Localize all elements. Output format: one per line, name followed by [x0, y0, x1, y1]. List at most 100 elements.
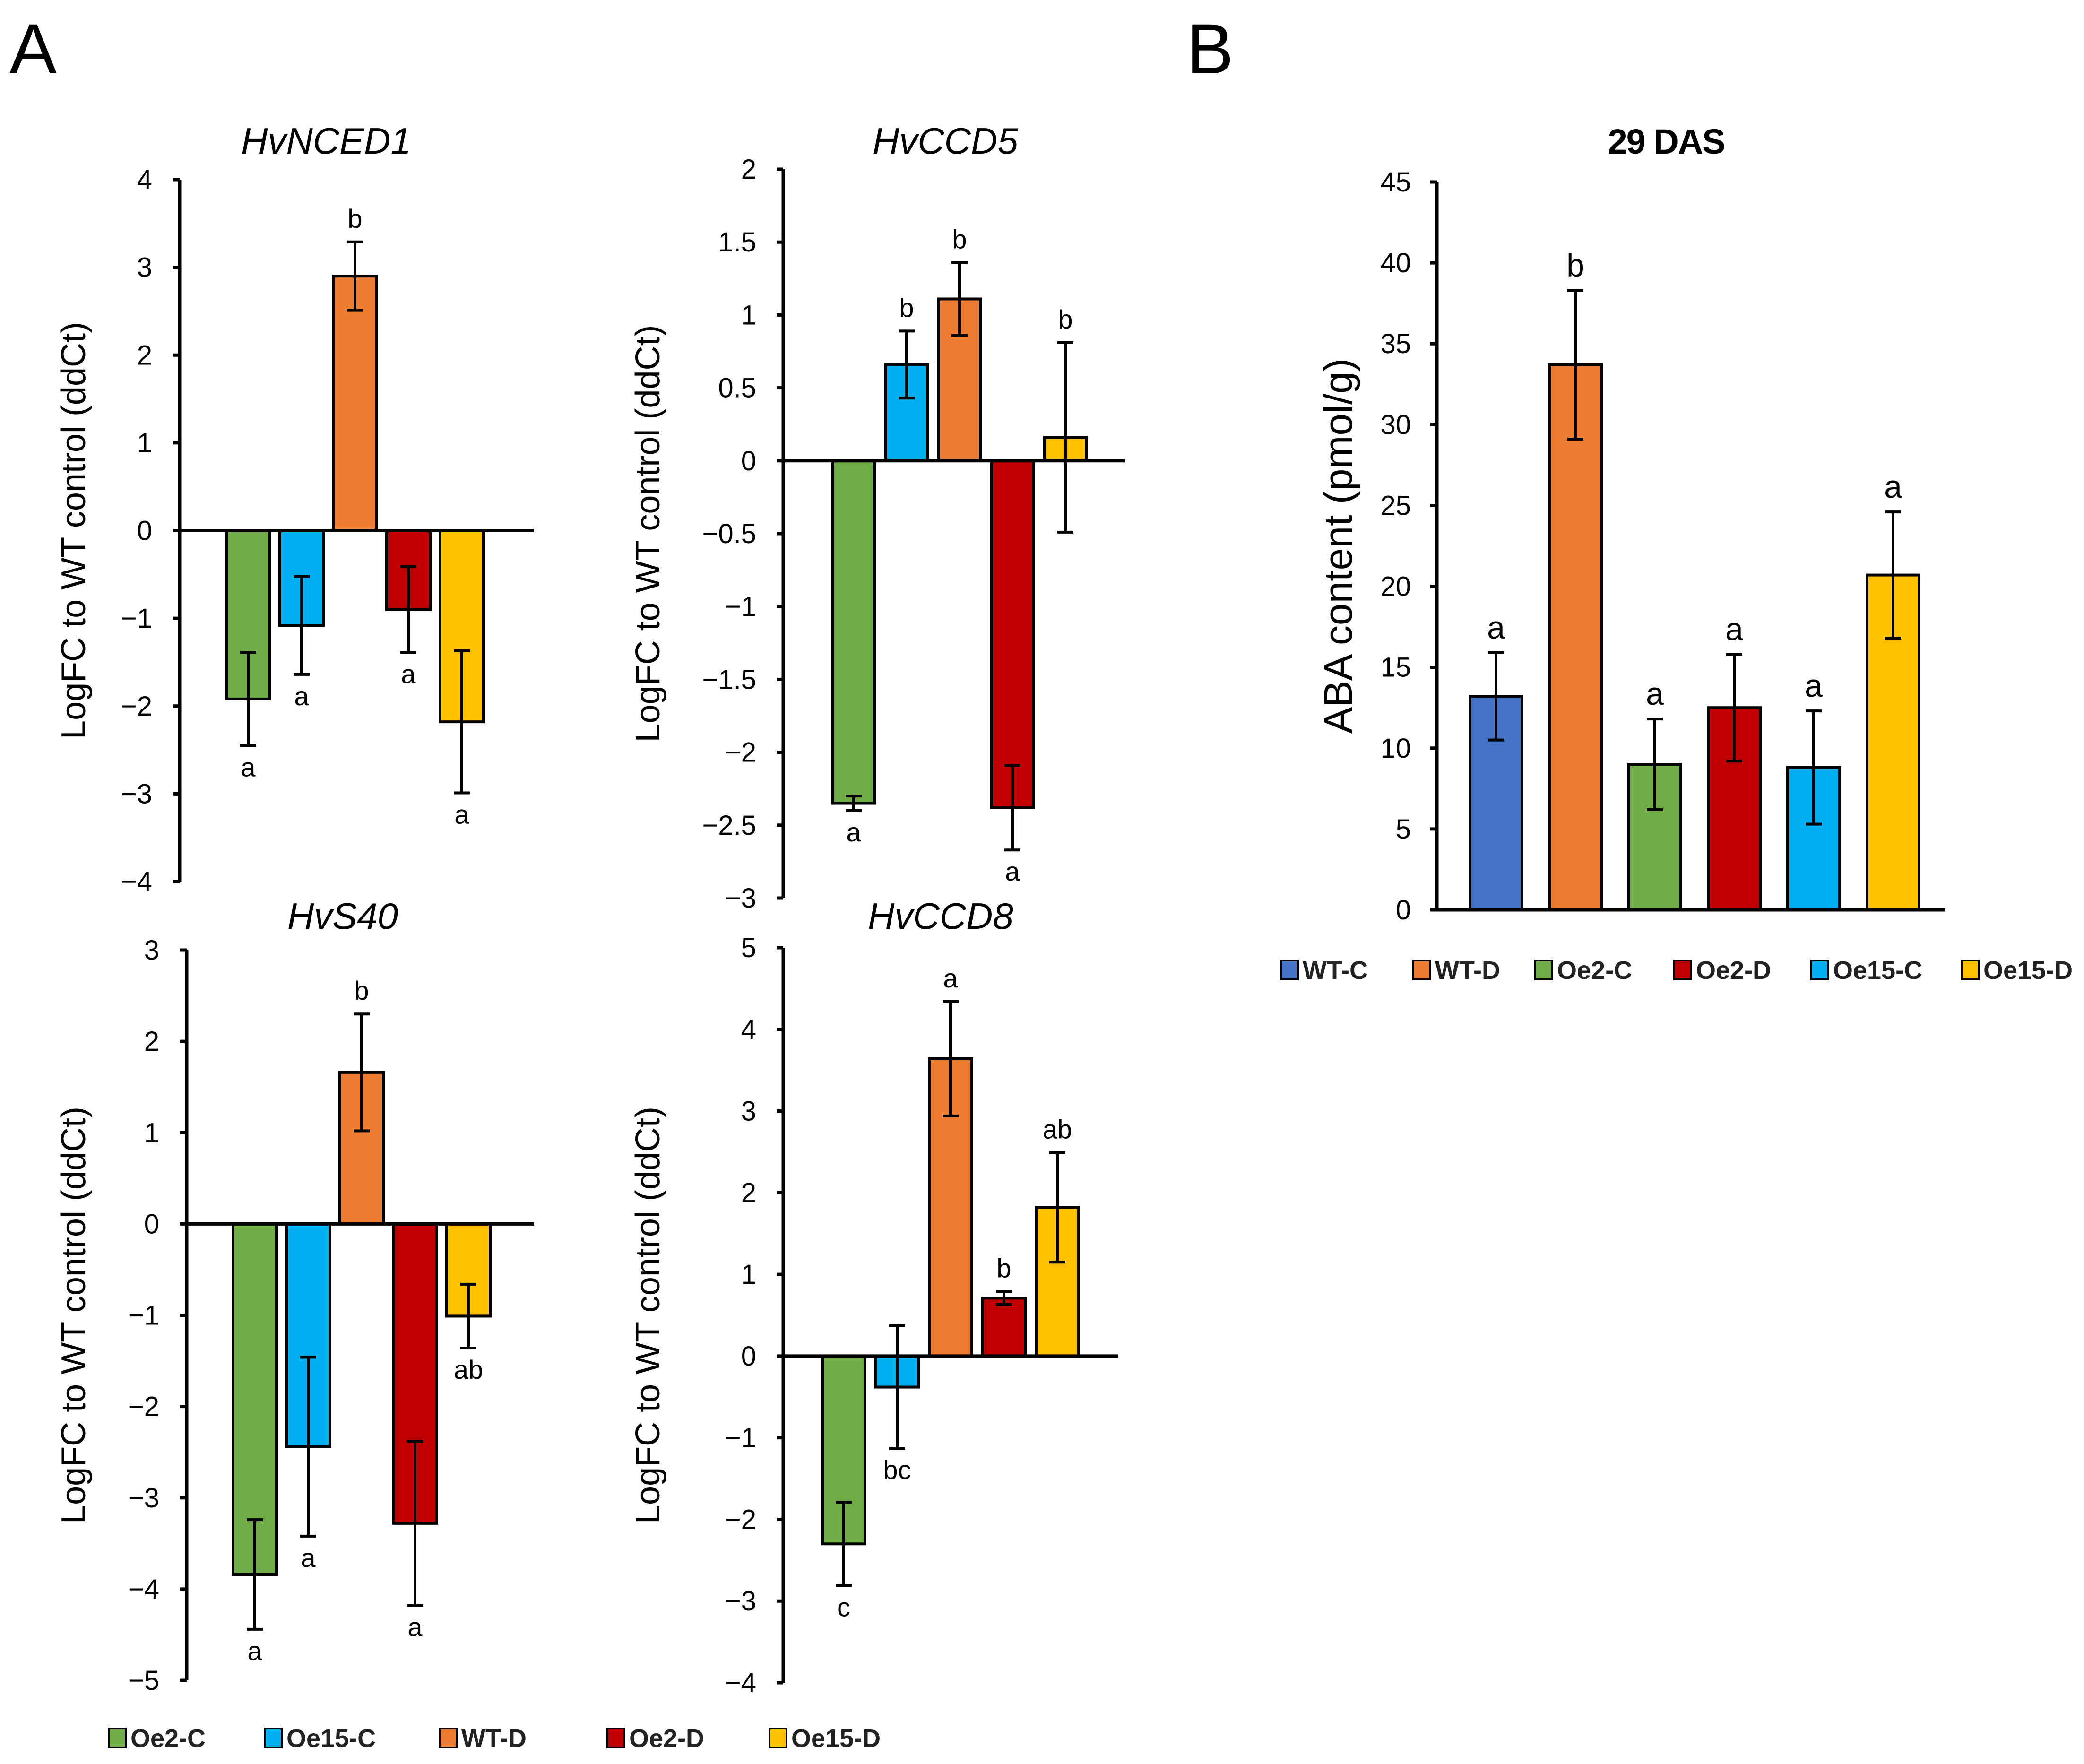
y-axis-label: ABA content (pmol/g)	[1316, 358, 1360, 734]
error-bar	[347, 240, 363, 312]
y-tick-label: 25	[1380, 490, 1411, 521]
significance-label: b	[996, 1253, 1011, 1283]
legend-label: WT-C	[1303, 956, 1368, 985]
bar-WT-D	[1548, 363, 1603, 912]
error-bar	[1885, 510, 1901, 640]
significance-label: a	[846, 817, 861, 847]
legend-label: Oe2-D	[629, 1724, 704, 1753]
y-tick-label: −1	[121, 603, 152, 634]
legend-b: WT-C WT-D Oe2-C Oe2-D Oe15-C Oe15-D	[1280, 956, 2073, 985]
error-bar	[1049, 1151, 1065, 1264]
legend-swatch	[1280, 960, 1299, 980]
y-tick-label: 2	[741, 1177, 756, 1208]
error-bar	[1567, 289, 1583, 441]
error-bar	[454, 649, 470, 795]
y-tick-label: 20	[1380, 571, 1411, 602]
legend-label: WT-D	[461, 1724, 527, 1753]
y-tick-label: −2	[725, 1504, 756, 1535]
y-tick-label: −2	[128, 1392, 159, 1422]
error-bar	[943, 1000, 959, 1117]
y-tick-label: 35	[1380, 329, 1411, 359]
y-tick-label: 15	[1380, 652, 1411, 683]
chart-1: HvCCD5 LogFC to WT control (ddCt) 2 1.5 1 0.5…	[629, 120, 1125, 914]
error-bar	[400, 565, 416, 654]
error-bar	[1004, 764, 1020, 852]
error-bar	[899, 329, 915, 400]
y-tick-label: −1	[725, 1423, 756, 1453]
y-tick-label: 45	[1380, 167, 1411, 198]
y-tick-label: −2.5	[702, 810, 757, 841]
chart-title: HvCCD8	[868, 895, 1013, 937]
chart-2: HvS40 LogFC to WT control (ddCt) 3 2 1 0 −1 −2 −…	[55, 895, 534, 1696]
significance-label: a	[407, 1612, 423, 1642]
y-axis-label: LogFC to WT control (ddCt)	[55, 1107, 93, 1524]
y-tick-label: 4	[741, 1014, 756, 1045]
y-tick-label: 2	[144, 1026, 159, 1057]
y-tick-label: 2	[137, 340, 152, 371]
error-bar	[996, 1290, 1012, 1306]
legend-label: Oe2-C	[1557, 956, 1632, 985]
y-tick-label: 0.5	[718, 373, 756, 404]
legend-label: WT-D	[1435, 956, 1500, 985]
legend-swatch	[439, 1728, 458, 1748]
y-tick-label: 0	[144, 1209, 159, 1239]
y-tick-label: −3	[725, 883, 756, 914]
y-axis-label: LogFC to WT control (ddCt)	[55, 322, 93, 739]
chart-0: HvNCED1 LogFC to WT control (ddCt) 4 3 2 1 0 −1…	[55, 120, 534, 897]
significance-label: b	[347, 204, 362, 233]
y-tick-label: 0	[741, 1341, 756, 1372]
y-tick-label: −3	[128, 1483, 159, 1513]
y-tick-label: −1	[128, 1300, 159, 1331]
error-bar	[247, 1518, 263, 1631]
charts-group: HvNCED1 LogFC to WT control (ddCt) 4 3 2 1 0 −1…	[55, 120, 1945, 1698]
error-bar	[889, 1324, 905, 1450]
significance-label: b	[354, 976, 369, 1005]
legend-swatch	[769, 1728, 787, 1748]
y-tick-label: 5	[741, 933, 756, 963]
chart-title: HvNCED1	[241, 120, 411, 162]
significance-label: c	[837, 1592, 850, 1622]
significance-label: ab	[454, 1355, 483, 1384]
error-bar	[1647, 718, 1663, 811]
y-axis-label: LogFC to WT control (ddCt)	[629, 325, 667, 743]
significance-label: ab	[1043, 1115, 1072, 1144]
y-tick-label: 30	[1380, 409, 1411, 440]
y-tick-label: 1	[137, 428, 152, 458]
y-tick-label: −5	[128, 1665, 159, 1696]
y-tick-label: 0	[1396, 895, 1411, 925]
y-tick-label: −1	[725, 591, 756, 622]
legend-swatch	[606, 1728, 625, 1748]
legend-a: Oe2-C Oe15-C WT-D Oe2-D Oe15-D	[108, 1724, 881, 1753]
significance-label: a	[401, 659, 416, 689]
bar-Oe2-C	[831, 459, 876, 805]
bar-Oe2-D	[981, 1297, 1027, 1358]
significance-label: a	[294, 681, 309, 711]
y-tick-label: −2	[121, 691, 152, 722]
y-axis-label: LogFC to WT control (ddCt)	[629, 1107, 667, 1524]
error-bar	[1806, 709, 1822, 826]
significance-label: a	[1884, 469, 1902, 505]
bar-Oe2-D	[990, 459, 1035, 809]
chart-title: HvCCD5	[873, 120, 1018, 162]
y-tick-label: −3	[725, 1586, 756, 1617]
significance-label: a	[1005, 856, 1020, 886]
legend-label: Oe15-C	[286, 1724, 376, 1753]
y-tick-label: −3	[121, 778, 152, 809]
bar-WT-D	[332, 275, 378, 532]
legend-label: Oe2-C	[130, 1724, 206, 1753]
legend-swatch	[108, 1728, 127, 1748]
legend-label: Oe15-D	[1983, 956, 2073, 985]
y-tick-label: 5	[1396, 814, 1411, 845]
error-bar	[407, 1440, 423, 1607]
y-tick-label: −1.5	[702, 664, 757, 695]
panel-label-a: A	[9, 9, 57, 88]
y-tick-label: 1	[741, 1259, 756, 1290]
significance-label: a	[301, 1543, 316, 1573]
chart-title: HvS40	[287, 895, 398, 937]
error-bar	[1057, 341, 1073, 534]
legend-swatch	[1412, 960, 1431, 980]
error-bar	[846, 795, 862, 812]
error-bar	[1488, 651, 1504, 742]
y-tick-label: 3	[137, 252, 152, 283]
